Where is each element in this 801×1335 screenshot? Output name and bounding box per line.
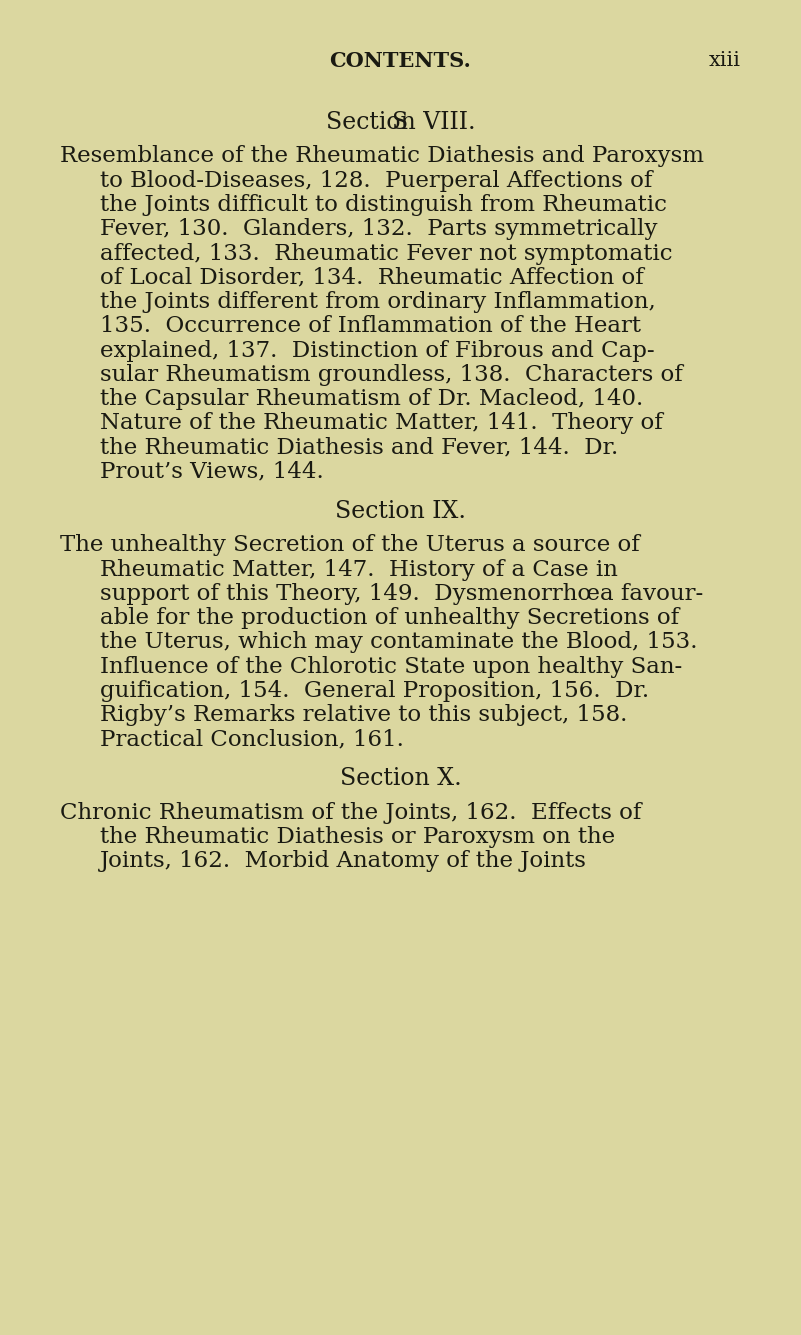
Text: Nature of the Rheumatic Matter, 141.  Theory of: Nature of the Rheumatic Matter, 141. The… <box>100 413 663 434</box>
Text: Prout’s Views, 144.: Prout’s Views, 144. <box>100 461 324 483</box>
Text: of Local Disorder, 134.  Rheumatic Affection of: of Local Disorder, 134. Rheumatic Affect… <box>100 267 644 288</box>
Text: the Uterus, which may contaminate the Blood, 153.: the Uterus, which may contaminate the Bl… <box>100 631 698 653</box>
Text: to Blood-Diseases, 128.  Puerperal Affections of: to Blood-Diseases, 128. Puerperal Affect… <box>100 170 653 192</box>
Text: Influence of the Chlorotic State upon healthy San-: Influence of the Chlorotic State upon he… <box>100 655 682 678</box>
Text: Section IX.: Section IX. <box>335 499 466 522</box>
Text: explained, 137.  Distinction of Fibrous and Cap-: explained, 137. Distinction of Fibrous a… <box>100 339 654 362</box>
Text: support of this Theory, 149.  Dysmenorrhœa favour-: support of this Theory, 149. Dysmenorrhœ… <box>100 583 703 605</box>
Text: Rigby’s Remarks relative to this subject, 158.: Rigby’s Remarks relative to this subject… <box>100 704 627 726</box>
Text: Chronic Rheumatism of the Joints, 162.  Effects of: Chronic Rheumatism of the Joints, 162. E… <box>60 802 642 824</box>
Text: the Joints different from ordinary Inflammation,: the Joints different from ordinary Infla… <box>100 291 656 312</box>
Text: CONTENTS.: CONTENTS. <box>329 51 472 71</box>
Text: S: S <box>392 111 409 134</box>
Text: sular Rheumatism groundless, 138.  Characters of: sular Rheumatism groundless, 138. Charac… <box>100 363 683 386</box>
Text: the Joints difficult to distinguish from Rheumatic: the Joints difficult to distinguish from… <box>100 194 667 216</box>
Text: Resemblance of the Rheumatic Diathesis and Paroxysm: Resemblance of the Rheumatic Diathesis a… <box>60 146 704 167</box>
Text: the Capsular Rheumatism of Dr. Macleod, 140.: the Capsular Rheumatism of Dr. Macleod, … <box>100 388 643 410</box>
Text: Rheumatic Matter, 147.  History of a Case in: Rheumatic Matter, 147. History of a Case… <box>100 558 618 581</box>
Text: Joints, 162.  Morbid Anatomy of the Joints: Joints, 162. Morbid Anatomy of the Joint… <box>100 850 587 872</box>
Text: guification, 154.  General Proposition, 156.  Dr.: guification, 154. General Proposition, 1… <box>100 680 650 702</box>
Text: The unhealthy Secretion of the Uterus a source of: The unhealthy Secretion of the Uterus a … <box>60 534 640 557</box>
Text: Section X.: Section X. <box>340 768 461 790</box>
Text: Section VIII.: Section VIII. <box>326 111 475 134</box>
Text: the Rheumatic Diathesis and Fever, 144.  Dr.: the Rheumatic Diathesis and Fever, 144. … <box>100 437 618 458</box>
Text: Fever, 130.  Glanders, 132.  Parts symmetrically: Fever, 130. Glanders, 132. Parts symmetr… <box>100 218 658 240</box>
Text: Practical Conclusion, 161.: Practical Conclusion, 161. <box>100 729 404 750</box>
Text: the Rheumatic Diathesis or Paroxysm on the: the Rheumatic Diathesis or Paroxysm on t… <box>100 826 615 848</box>
Text: xiii: xiii <box>709 51 741 69</box>
Text: affected, 133.  Rheumatic Fever not symptomatic: affected, 133. Rheumatic Fever not sympt… <box>100 243 673 264</box>
Text: able for the production of unhealthy Secretions of: able for the production of unhealthy Sec… <box>100 607 679 629</box>
Text: 135.  Occurrence of Inflammation of the Heart: 135. Occurrence of Inflammation of the H… <box>100 315 641 338</box>
